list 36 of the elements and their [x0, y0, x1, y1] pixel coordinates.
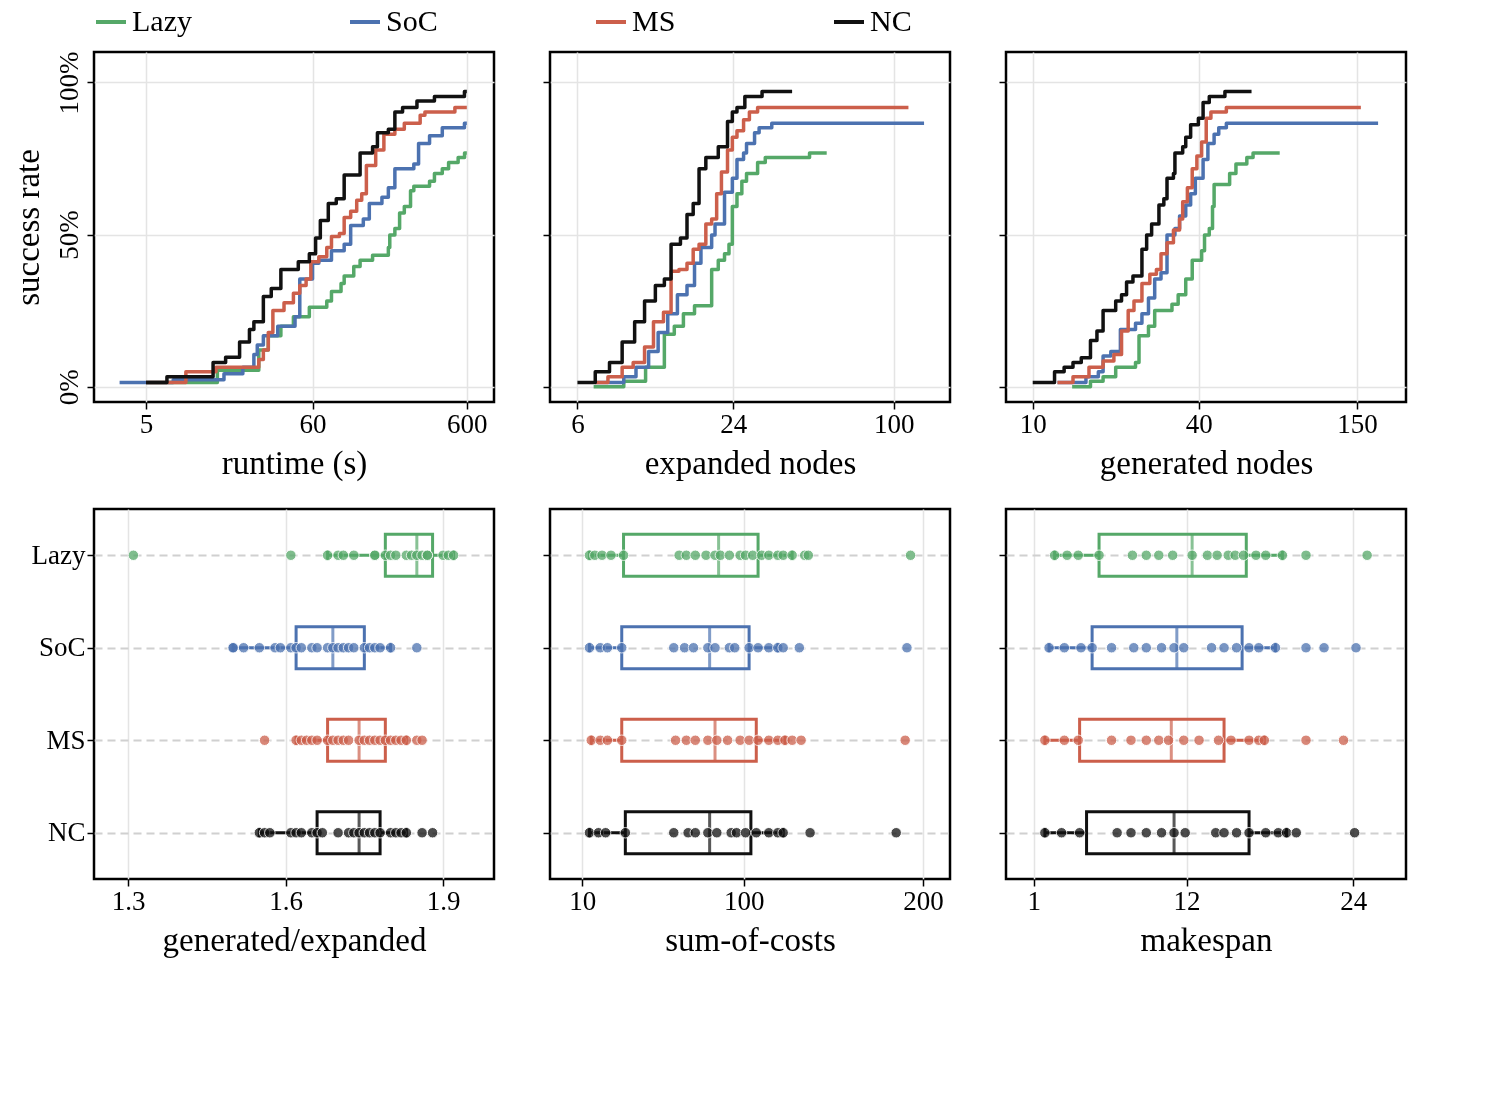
x-tick-label: 6 — [571, 408, 585, 439]
x-axis-title: generated/expanded — [162, 921, 427, 958]
y-tick-label: NC — [47, 817, 86, 848]
x-tick-label: 24 — [1340, 885, 1368, 916]
x-tick-label: 1.9 — [426, 885, 461, 916]
x-axis-title: runtime (s) — [221, 444, 368, 482]
x-axis-title: sum-of-costs — [665, 921, 836, 958]
y-tick-label: Lazy — [31, 539, 86, 570]
x-tick-label: 10 — [569, 885, 597, 916]
x-tick-label: 1.6 — [269, 885, 303, 916]
x-tick-label: 1.3 — [111, 885, 146, 916]
x-axis-title: makespan — [1140, 921, 1273, 958]
x-tick-label: 60 — [299, 408, 327, 439]
legend-label: SoC — [386, 4, 438, 37]
legend-label: MS — [632, 4, 676, 37]
x-tick-label: 5 — [139, 408, 154, 439]
x-tick-label: 100 — [873, 408, 915, 439]
legend-label: Lazy — [132, 4, 192, 37]
x-tick-label: 600 — [447, 408, 488, 439]
x-tick-label: 12 — [1173, 885, 1201, 916]
y-tick-label: 50% — [53, 210, 84, 260]
y-tick-label: MS — [46, 724, 86, 755]
x-tick-label: 1 — [1027, 885, 1042, 916]
x-axis-title: expanded nodes — [644, 444, 857, 481]
x-tick-label: 10 — [1019, 408, 1047, 439]
y-tick-label: 0% — [53, 369, 84, 406]
x-tick-label: 24 — [720, 408, 748, 439]
y-axis-title: success rate — [9, 149, 46, 306]
x-tick-label: 40 — [1185, 408, 1213, 439]
y-tick-label: 100% — [53, 51, 84, 115]
legend-label: NC — [870, 4, 912, 37]
x-axis-title: generated nodes — [1099, 444, 1314, 481]
x-tick-label: 100 — [723, 885, 765, 916]
x-tick-label: 200 — [903, 885, 944, 916]
y-tick-label: SoC — [38, 632, 86, 663]
x-tick-label: 150 — [1337, 408, 1378, 439]
